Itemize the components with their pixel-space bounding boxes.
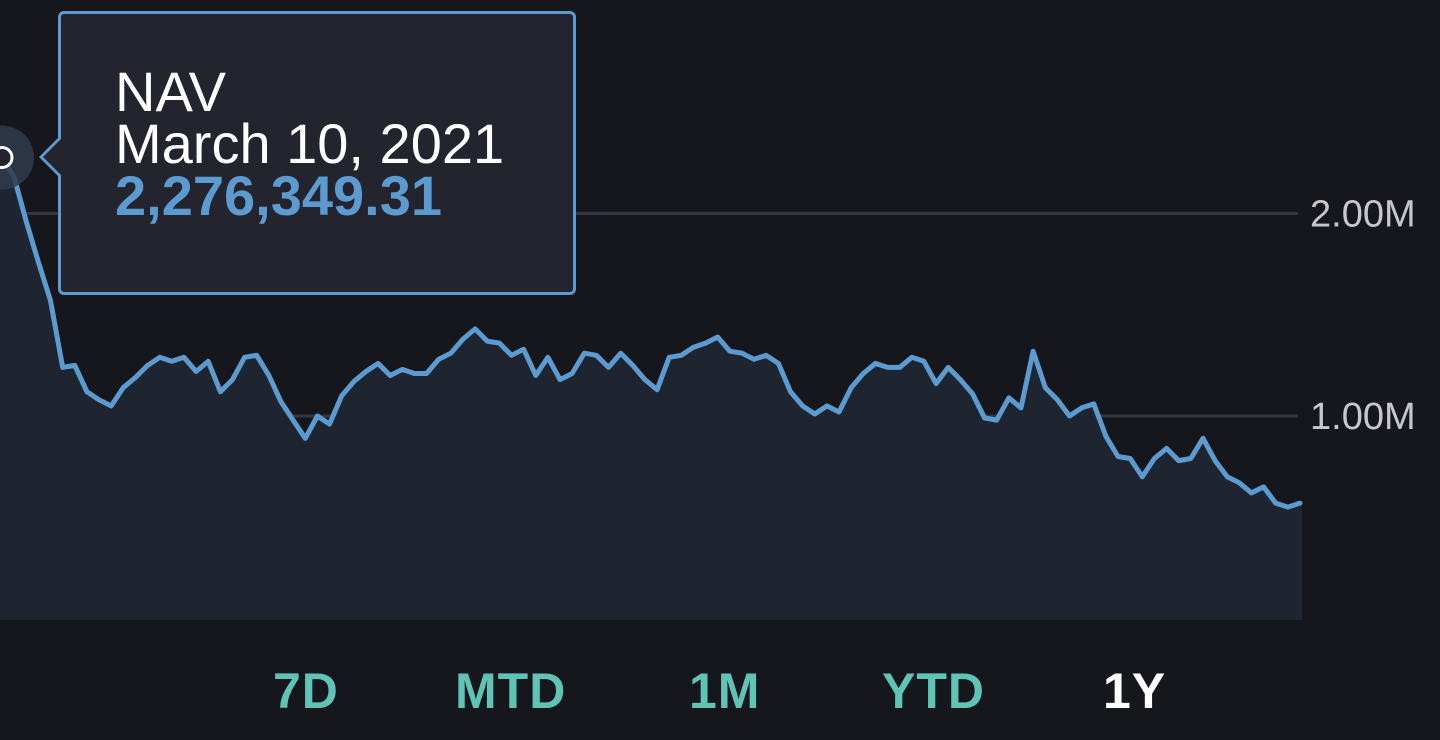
tooltip-pointer-fill [43, 138, 62, 176]
tooltip-series-name: NAV [115, 60, 226, 123]
range-button-1y[interactable]: 1Y [1103, 663, 1167, 719]
highlight-point[interactable] [0, 146, 14, 170]
tooltip-value: 2,276,349.31 [115, 164, 442, 227]
y-tick-label-0: 1.00M [1310, 396, 1416, 438]
series-area-nav [0, 157, 1302, 620]
nav-tooltip: NAV March 10, 2021 2,276,349.31 [39, 11, 576, 295]
range-button-ytd[interactable]: YTD [882, 663, 985, 719]
tooltip-date: March 10, 2021 [115, 112, 505, 175]
range-button-1m[interactable]: 1M [689, 663, 761, 719]
highlight-halo [0, 125, 34, 190]
y-axis-ticks: 1.00M 2.00M [1310, 194, 1416, 439]
time-range-selector: 7D MTD 1M YTD 1Y [0, 650, 1440, 740]
y-tick-label-1: 2.00M [1310, 194, 1416, 236]
series-line-nav [0, 155, 1303, 510]
range-button-mtd[interactable]: MTD [455, 663, 567, 719]
range-button-7d[interactable]: 7D [273, 663, 339, 719]
